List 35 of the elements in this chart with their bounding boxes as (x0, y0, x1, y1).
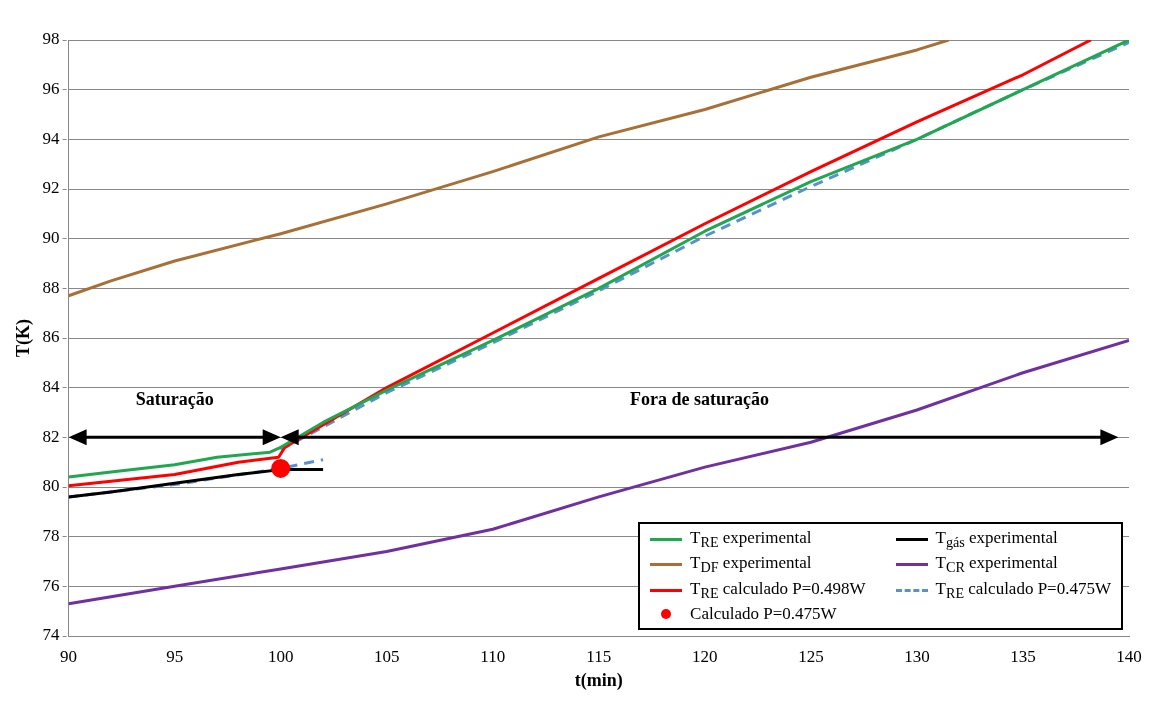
legend-label: T$_{gás}$ experimental (935, 527, 1058, 552)
y-tick-label: 88 (42, 277, 60, 297)
y-tick-label: 80 (42, 476, 60, 496)
y-tick-label: 86 (42, 327, 60, 347)
annotation: Saturação (135, 388, 214, 409)
y-tick-label: 74 (42, 625, 61, 645)
y-tick-label: 94 (42, 128, 61, 148)
y-tick-label: 82 (42, 426, 60, 446)
y-tick-label: 98 (42, 29, 60, 49)
x-tick-label: 140 (1116, 646, 1142, 666)
x-axis-title: t(min) (574, 669, 623, 691)
legend-label: T$_{CR}$ experimental (935, 553, 1058, 577)
legend-label: T$_{RE}$ experimental (690, 527, 812, 552)
legend-label: T$_{DF}$ experimental (690, 553, 812, 577)
legend-label: T$_{RE}$ calculado P=0.475W (935, 578, 1111, 602)
x-tick-label: 115 (586, 646, 612, 666)
y-tick-label: 84 (42, 377, 61, 397)
y-axis-title: T(K) (13, 319, 35, 357)
x-tick-label: 120 (692, 646, 718, 666)
y-tick-label: 92 (42, 178, 60, 198)
x-tick-label: 135 (1010, 646, 1036, 666)
x-tick-label: 95 (166, 646, 184, 666)
y-tick-label: 78 (42, 526, 60, 546)
legend-label: Calculado P=0.475W (690, 604, 837, 624)
x-tick-label: 110 (480, 646, 506, 666)
x-tick-label: 125 (798, 646, 824, 666)
legend-label: T$_{RE}$ calculado P=0.498W (690, 578, 866, 602)
x-tick-label: 130 (904, 646, 930, 666)
y-tick-label: 76 (42, 575, 60, 595)
y-tick-label: 90 (42, 228, 60, 248)
x-tick-label: 100 (267, 646, 294, 666)
y-tick-label: 96 (42, 79, 60, 99)
x-tick-label: 105 (373, 646, 400, 666)
annotation: Fora de saturação (630, 388, 770, 409)
x-tick-label: 90 (60, 646, 78, 666)
